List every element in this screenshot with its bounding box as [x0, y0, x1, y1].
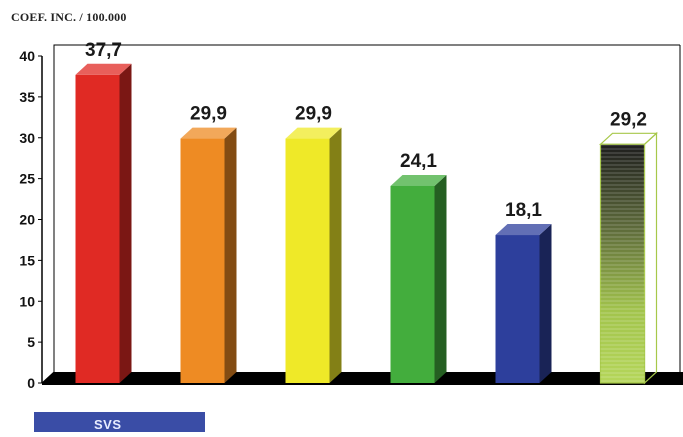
y-tick-label: 40	[19, 48, 35, 64]
floor-top	[42, 372, 683, 383]
bar-side	[539, 224, 552, 383]
bar-texture	[600, 144, 645, 383]
bar-value-label: 18,1	[505, 200, 542, 221]
y-tick-label: 5	[27, 334, 35, 350]
chart-title: COEF. INC. / 100.000	[11, 10, 127, 24]
y-tick-label: 10	[19, 293, 35, 309]
bar-top	[75, 63, 132, 75]
bar-3	[285, 127, 342, 383]
bar-2	[180, 127, 237, 383]
bar-top	[495, 224, 552, 236]
legend: SVS	[34, 412, 205, 432]
bar-value-label: 24,1	[400, 151, 437, 172]
bar-value-label: 37,7	[85, 40, 122, 61]
bar-side	[119, 63, 132, 384]
bar-top	[180, 127, 237, 139]
data-labels: 37,7 29,9 29,9 24,1 18,1 29,2	[85, 40, 647, 221]
bar-side	[643, 131, 658, 385]
bar-front	[285, 138, 330, 383]
bar-top	[390, 174, 447, 186]
bar-value-label: 29,2	[610, 109, 647, 130]
bar-front	[495, 235, 540, 383]
y-tick-label: 15	[19, 252, 35, 268]
bar-6	[598, 131, 659, 385]
bar-top	[598, 132, 659, 145]
bar-top	[285, 127, 342, 139]
legend-label: SVS	[94, 417, 122, 432]
bar-side	[434, 174, 447, 383]
bar-side	[329, 127, 342, 383]
y-tick-label: 20	[19, 212, 35, 228]
bar-5	[495, 224, 552, 383]
bar-4	[390, 174, 447, 383]
y-tick-label: 30	[19, 130, 35, 146]
y-tick-label: 25	[19, 171, 35, 187]
bar-front	[75, 74, 120, 384]
bar-value-label: 29,9	[295, 104, 332, 125]
bar-1	[75, 63, 132, 384]
back-wall	[41, 44, 680, 384]
bar-front	[180, 138, 225, 383]
bar-front	[390, 185, 435, 383]
y-tick-label: 35	[19, 89, 35, 105]
y-tick-label: 0	[27, 375, 35, 391]
bar-side	[224, 127, 237, 383]
bars	[75, 63, 659, 385]
bar-value-label: 29,9	[190, 104, 227, 125]
